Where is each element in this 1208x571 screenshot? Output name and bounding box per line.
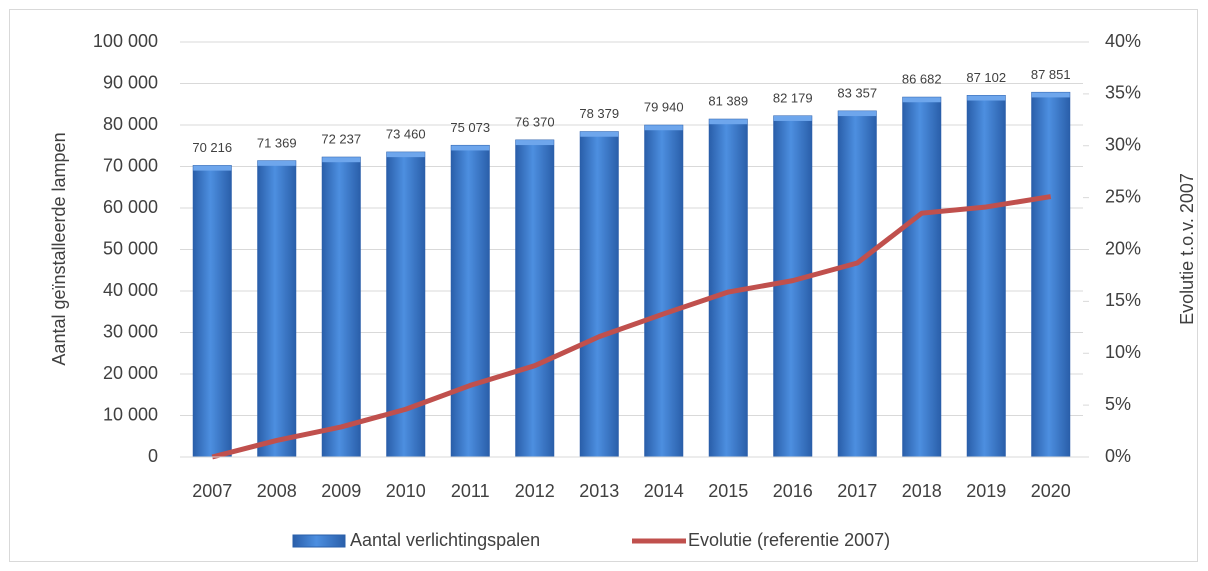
- bar-top: [773, 115, 812, 121]
- bar: [192, 165, 232, 458]
- y2-tick-label: 15%: [1105, 290, 1141, 310]
- data-label: 81 389: [708, 94, 748, 109]
- bar-top: [580, 131, 619, 137]
- y-tick-label: 100 000: [93, 31, 158, 51]
- bar-top: [322, 157, 361, 163]
- x-tick-label: 2010: [386, 481, 426, 501]
- bar: [257, 160, 297, 458]
- data-label: 87 851: [1031, 67, 1071, 82]
- y-tick-label: 90 000: [103, 72, 158, 92]
- bar-top: [838, 111, 877, 117]
- x-tick-label: 2016: [773, 481, 813, 501]
- y2-axis-title: Evolutie t.o.v. 2007: [1177, 173, 1197, 325]
- x-tick-label: 2013: [579, 481, 619, 501]
- bar-top: [967, 95, 1006, 101]
- x-tick-label: 2007: [192, 481, 232, 501]
- y-tick-label: 0: [148, 446, 158, 466]
- data-label: 83 357: [837, 86, 877, 101]
- data-label: 79 940: [644, 100, 684, 115]
- y-tick-label: 30 000: [103, 321, 158, 341]
- y2-tick-label: 5%: [1105, 394, 1131, 414]
- data-label: 70 216: [192, 140, 232, 155]
- y-tick-label: 40 000: [103, 280, 158, 300]
- y-tick-label: 10 000: [103, 404, 158, 424]
- x-tick-label: 2011: [451, 481, 490, 501]
- y-tick-label: 70 000: [103, 155, 158, 175]
- y2-tick-label: 35%: [1105, 83, 1141, 103]
- bar-top: [709, 119, 748, 125]
- bar: [1031, 91, 1071, 458]
- bar-top: [451, 145, 490, 151]
- data-label: 87 102: [966, 70, 1006, 85]
- x-tick-label: 2015: [708, 481, 748, 501]
- bar: [515, 139, 555, 458]
- bar: [450, 144, 490, 458]
- bar-top: [1031, 92, 1070, 98]
- y-tick-label: 60 000: [103, 197, 158, 217]
- data-label: 86 682: [902, 72, 942, 87]
- y-axis-title: Aantal geïnstalleerde lampen: [49, 132, 69, 365]
- data-label: 75 073: [450, 120, 490, 135]
- x-tick-label: 2009: [321, 481, 361, 501]
- bar: [902, 96, 942, 458]
- x-tick-label: 2020: [1031, 481, 1071, 501]
- line: [211, 194, 1052, 460]
- bar: [966, 95, 1006, 458]
- y-tick-label: 50 000: [103, 238, 158, 258]
- bar: [579, 131, 619, 458]
- data-label: 82 179: [773, 90, 813, 105]
- data-label: 76 370: [515, 115, 555, 130]
- y2-tick-label: 20%: [1105, 238, 1141, 258]
- bar-top: [257, 160, 296, 166]
- bar-top: [193, 165, 232, 171]
- y-tick-label: 20 000: [103, 363, 158, 383]
- bar-top: [644, 125, 683, 131]
- x-tick-label: 2008: [257, 481, 297, 501]
- bar-top: [515, 140, 554, 146]
- y2-tick-label: 10%: [1105, 342, 1141, 362]
- data-label: 78 379: [579, 106, 619, 121]
- data-label: 71 369: [257, 135, 297, 150]
- bar-top: [902, 97, 941, 103]
- x-tick-label: 2014: [644, 481, 684, 501]
- x-tick-label: 2018: [902, 481, 942, 501]
- bar: [321, 156, 361, 458]
- bar: [837, 110, 877, 458]
- data-label: 72 237: [321, 132, 361, 147]
- y2-tick-label: 25%: [1105, 186, 1141, 206]
- bar: [773, 115, 813, 458]
- data-label: 73 460: [386, 127, 426, 142]
- y2-tick-label: 40%: [1105, 31, 1141, 51]
- legend-label: Evolutie (referentie 2007): [688, 530, 890, 550]
- bar: [644, 124, 684, 458]
- x-tick-label: 2012: [515, 481, 555, 501]
- legend-label: Aantal verlichtingspalen: [350, 530, 540, 550]
- legend-swatch: [292, 534, 346, 548]
- bar-top: [386, 152, 425, 158]
- x-tick-label: 2017: [837, 481, 877, 501]
- x-tick-label: 2019: [966, 481, 1006, 501]
- y2-tick-label: 30%: [1105, 135, 1141, 155]
- y-tick-label: 80 000: [103, 114, 158, 134]
- y2-tick-label: 0%: [1105, 446, 1131, 466]
